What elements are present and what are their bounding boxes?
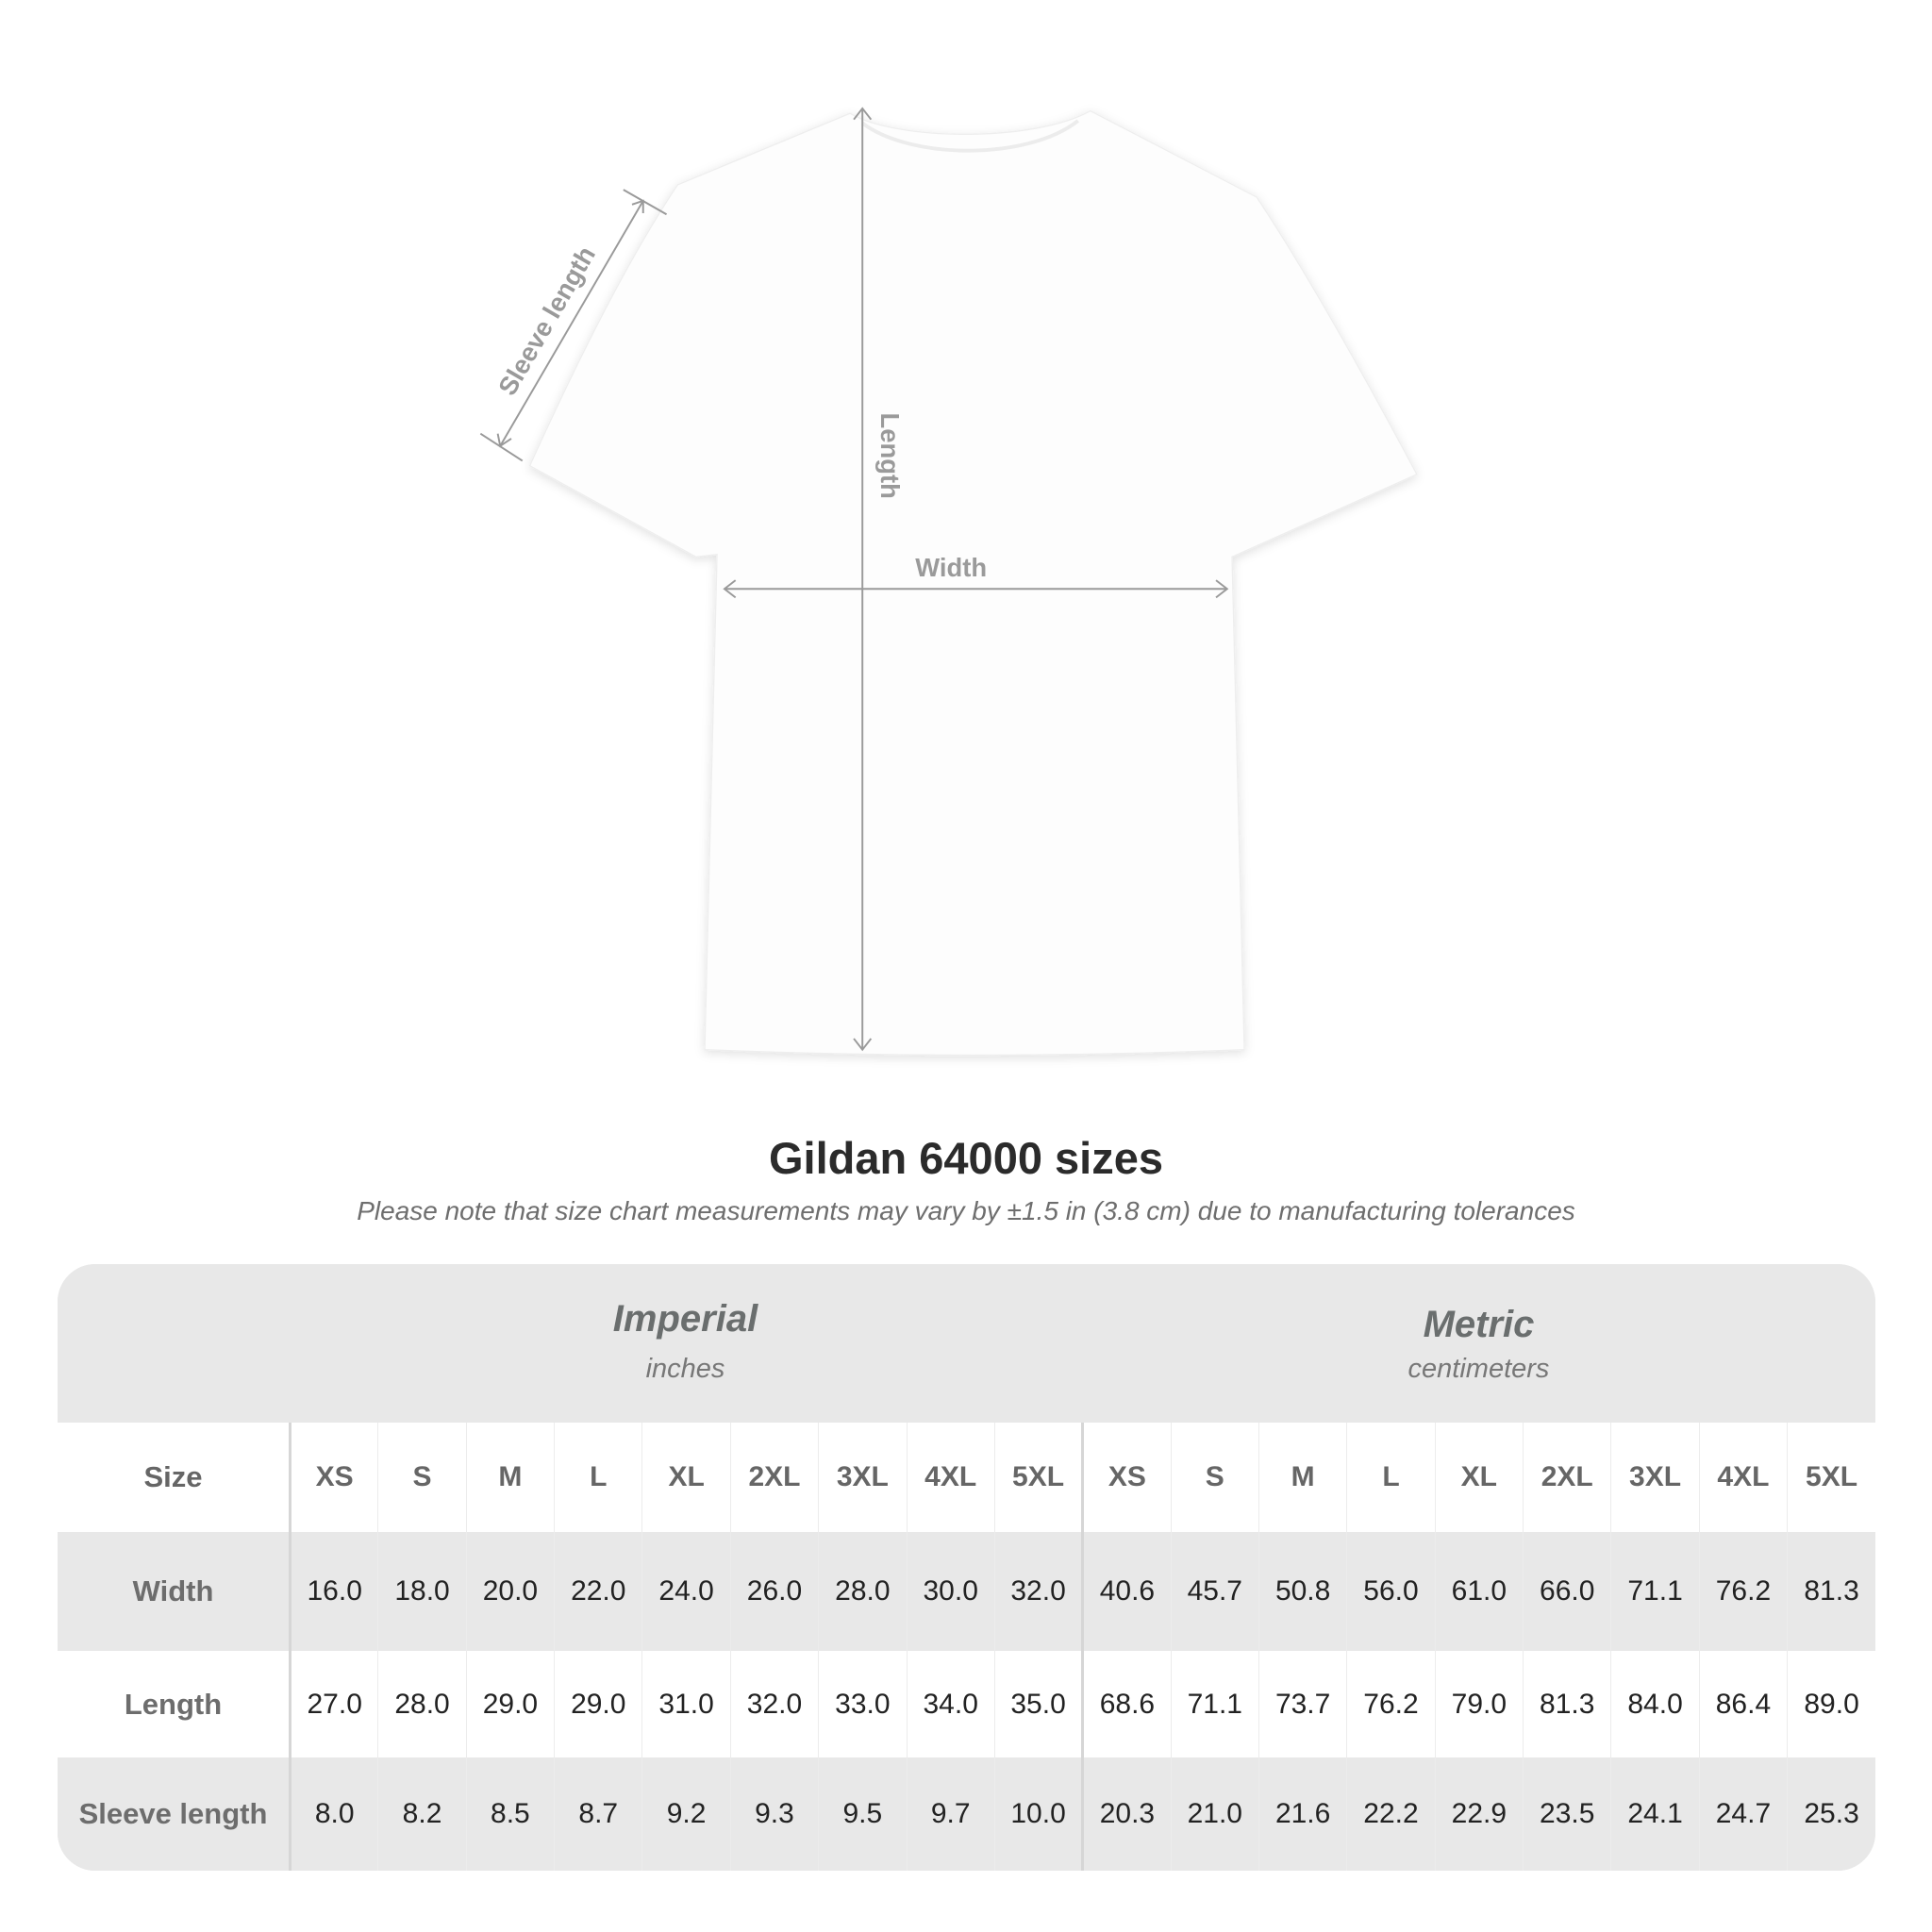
metric-cell: 89.0 [1787,1651,1875,1757]
imperial-cell: 29.0 [554,1651,642,1757]
metric-cell: 22.9 [1434,1757,1524,1871]
table-header: Imperial inches Metric centimeters [58,1264,1875,1423]
imperial-size-m: M [465,1423,555,1532]
row-label: Width [132,1574,214,1607]
imperial-cell: 8.0 [288,1757,378,1871]
metric-cell: 22.2 [1346,1757,1436,1871]
imperial-cell: 22.0 [554,1532,642,1651]
metric-group: Metric centimeters [1082,1304,1875,1385]
metric-cell: 24.7 [1698,1757,1788,1871]
imperial-size-s: S [377,1423,467,1532]
imperial-cell: 30.0 [906,1532,995,1651]
metric-cell: 66.0 [1523,1532,1611,1651]
metric-size-xs: XS [1081,1423,1172,1532]
metric-cell: 71.1 [1610,1532,1700,1651]
imperial-cell: 9.3 [729,1757,819,1871]
imperial-cell: 16.0 [288,1532,378,1651]
metric-size-m: M [1257,1423,1347,1532]
imperial-cell: 24.0 [641,1532,731,1651]
imperial-cell: 9.2 [641,1757,731,1871]
imperial-cell: 20.0 [465,1532,555,1651]
metric-size-4xl: 4XL [1698,1423,1788,1532]
metric-cell: 20.3 [1081,1757,1172,1871]
metric-cell: 73.7 [1257,1651,1347,1757]
imperial-size-5xl: 5XL [993,1423,1083,1532]
imperial-cell: 8.7 [554,1757,642,1871]
metric-size-l: L [1346,1423,1436,1532]
imperial-cell: 32.0 [993,1532,1083,1651]
metric-cell: 86.4 [1698,1651,1788,1757]
metric-cell: 81.3 [1787,1532,1875,1651]
metric-size-5xl: 5XL [1787,1423,1875,1532]
imperial-size-2xl: 2XL [729,1423,819,1532]
metric-unit: centimeters [1407,1354,1550,1384]
imperial-cell: 35.0 [993,1651,1083,1757]
length-label: Length [875,413,905,499]
metric-cell: 76.2 [1698,1532,1788,1651]
metric-cell: 50.8 [1257,1532,1347,1651]
imperial-cell: 9.5 [818,1757,908,1871]
imperial-unit: inches [645,1354,725,1384]
imperial-cell: 18.0 [377,1532,467,1651]
metric-cell: 71.1 [1170,1651,1259,1757]
size-grid: Size XS S M L XL 2XL 3XL 4XL 5XL XS S M L XL 2XL 3XL 4XL 5… [58,1423,1875,1871]
metric-cell: 40.6 [1081,1532,1172,1651]
imperial-cell: 32.0 [729,1651,819,1757]
row-label: Length [124,1687,223,1721]
metric-cell: 25.3 [1787,1757,1875,1871]
table-row: Length 27.0 28.0 29.0 29.0 31.0 32.0 33.0 34.0 35… [58,1651,1875,1757]
metric-cell: 21.6 [1257,1757,1347,1871]
imperial-cell: 34.0 [906,1651,995,1757]
metric-cell: 21.0 [1170,1757,1259,1871]
metric-size-2xl: 2XL [1523,1423,1611,1532]
metric-cell: 84.0 [1610,1651,1700,1757]
imperial-size-3xl: 3XL [818,1423,908,1532]
size-header-row: Size XS S M L XL 2XL 3XL 4XL 5XL XS S M L XL 2XL 3XL 4XL 5… [58,1423,1875,1532]
metric-size-s: S [1170,1423,1259,1532]
imperial-cell: 28.0 [377,1651,467,1757]
metric-cell: 81.3 [1523,1651,1611,1757]
metric-title: Metric [1423,1304,1535,1345]
imperial-size-xl: XL [641,1423,731,1532]
tshirt-shape [528,109,1418,1057]
imperial-cell: 27.0 [288,1651,378,1757]
sleeve-arrow [499,200,644,447]
table-row: Width 16.0 18.0 20.0 22.0 24.0 26.0 28.0 30.0 32.… [58,1532,1875,1651]
metric-size-3xl: 3XL [1610,1423,1700,1532]
row-label: Sleeve length [78,1797,268,1830]
imperial-cell: 28.0 [818,1532,908,1651]
metric-cell: 24.1 [1610,1757,1700,1871]
imperial-size-xs: XS [288,1423,378,1532]
metric-cell: 56.0 [1346,1532,1436,1651]
imperial-cell: 8.5 [465,1757,555,1871]
tolerance-note: Please note that size chart measurements… [357,1196,1575,1225]
imperial-cell: 9.7 [906,1757,995,1871]
imperial-cell: 10.0 [993,1757,1083,1871]
page-title: Gildan 64000 sizes [768,1133,1164,1183]
metric-cell: 23.5 [1523,1757,1611,1871]
imperial-cell: 8.2 [377,1757,467,1871]
metric-cell: 61.0 [1434,1532,1524,1651]
tshirt-diagram: Sleeve length Length Width [479,107,1418,1057]
imperial-cell: 31.0 [641,1651,731,1757]
imperial-size-4xl: 4XL [906,1423,995,1532]
imperial-cell: 33.0 [818,1651,908,1757]
size-table: Imperial inches Metric centimeters Size X… [58,1264,1875,1871]
imperial-group: Imperial inches [289,1298,1082,1385]
metric-cell: 79.0 [1434,1651,1524,1757]
table-row: Sleeve length 8.0 8.2 8.5 8.7 9.2 9.3 9.5 9.7 10.… [58,1757,1875,1871]
metric-size-xl: XL [1434,1423,1524,1532]
metric-cell: 76.2 [1346,1651,1436,1757]
imperial-cell: 26.0 [729,1532,819,1651]
width-label: Width [915,553,987,582]
imperial-cell: 29.0 [465,1651,555,1757]
metric-cell: 68.6 [1081,1651,1172,1757]
imperial-size-l: L [554,1423,642,1532]
metric-cell: 45.7 [1170,1532,1259,1651]
row-label-size: Size [143,1460,203,1493]
imperial-title: Imperial [612,1298,758,1340]
